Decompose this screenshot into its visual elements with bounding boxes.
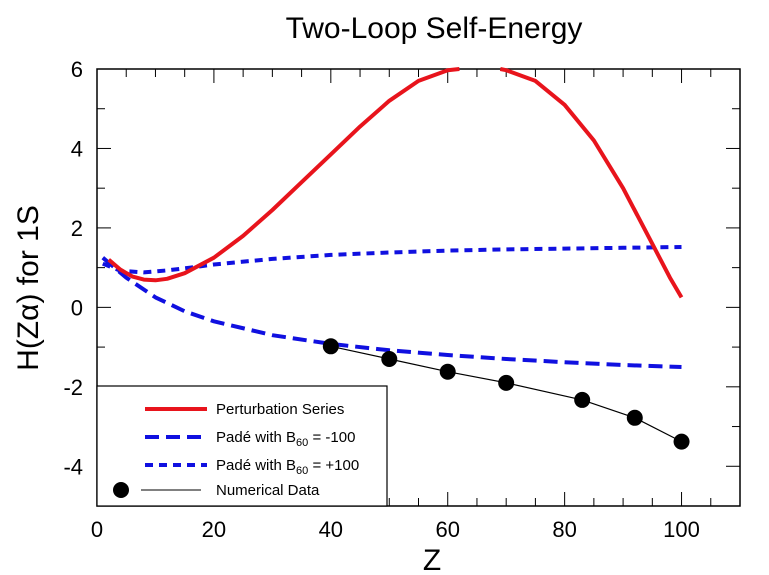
y-tick-label: 4 xyxy=(71,136,83,161)
x-tick-label: 100 xyxy=(663,517,700,542)
x-tick-label: 20 xyxy=(202,517,226,542)
data-series xyxy=(101,67,690,450)
legend-label: Perturbation Series xyxy=(216,401,344,418)
legend-marker xyxy=(113,482,129,498)
legend-label: Numerical Data xyxy=(216,482,320,499)
legend-label: Padé with B60 = -100 xyxy=(216,429,355,449)
x-tick-label: 80 xyxy=(552,517,576,542)
series-line-0-b xyxy=(499,67,684,299)
axis-ticks: 0 20 40 60 80 100 -4 -2 0 2 4 6 xyxy=(63,57,741,542)
chart-title: Two-Loop Self-Energy xyxy=(286,12,583,45)
x-tick-label: 60 xyxy=(435,517,459,542)
data-point xyxy=(439,363,456,380)
legend-box xyxy=(96,385,388,507)
y-tick-label: 2 xyxy=(71,216,83,241)
x-tick-label: 0 xyxy=(91,517,103,542)
data-point xyxy=(574,391,591,408)
data-point xyxy=(381,351,398,368)
data-point xyxy=(673,433,690,450)
y-axis-label: H(Zα) for 1S xyxy=(12,205,45,371)
series-line-0 xyxy=(107,67,460,283)
y-tick-label: 6 xyxy=(71,57,83,82)
data-point xyxy=(498,374,515,391)
series-line-2 xyxy=(102,245,682,275)
data-point xyxy=(626,409,643,426)
series-line-1 xyxy=(101,256,682,369)
data-point xyxy=(322,338,339,355)
x-tick-label: 40 xyxy=(319,517,343,542)
legend-label: Padé with B60 = +100 xyxy=(216,457,359,477)
y-tick-label: -4 xyxy=(63,454,83,479)
x-axis-label: Z xyxy=(423,544,441,575)
legend: Perturbation Series Padé with B60 = -100 P… xyxy=(96,385,388,507)
y-tick-label: 0 xyxy=(71,295,83,320)
y-tick-label: -2 xyxy=(63,375,83,400)
